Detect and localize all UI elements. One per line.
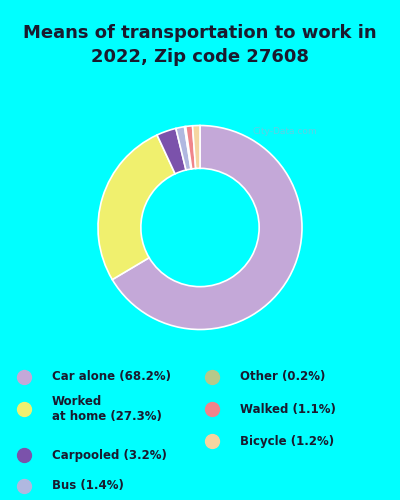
Point — [21, 451, 27, 459]
Text: City-Data.com: City-Data.com — [252, 126, 317, 136]
Point — [209, 405, 215, 413]
Point — [21, 405, 27, 413]
Point — [21, 373, 27, 381]
Point — [209, 373, 215, 381]
Text: Carpooled (3.2%): Carpooled (3.2%) — [52, 448, 167, 462]
Wedge shape — [112, 126, 302, 330]
Wedge shape — [192, 126, 200, 168]
Text: Other (0.2%): Other (0.2%) — [240, 370, 325, 384]
Wedge shape — [98, 135, 175, 280]
Text: Bus (1.4%): Bus (1.4%) — [52, 480, 124, 492]
Text: Worked
at home (27.3%): Worked at home (27.3%) — [52, 395, 162, 423]
Text: Walked (1.1%): Walked (1.1%) — [240, 402, 336, 415]
Point — [209, 437, 215, 445]
Wedge shape — [176, 126, 191, 170]
Text: Car alone (68.2%): Car alone (68.2%) — [52, 370, 171, 384]
Wedge shape — [184, 126, 192, 169]
Text: Bicycle (1.2%): Bicycle (1.2%) — [240, 434, 334, 448]
Text: Means of transportation to work in
2022, Zip code 27608: Means of transportation to work in 2022,… — [23, 24, 377, 66]
Wedge shape — [186, 126, 196, 169]
Wedge shape — [157, 128, 186, 174]
Point — [21, 482, 27, 490]
